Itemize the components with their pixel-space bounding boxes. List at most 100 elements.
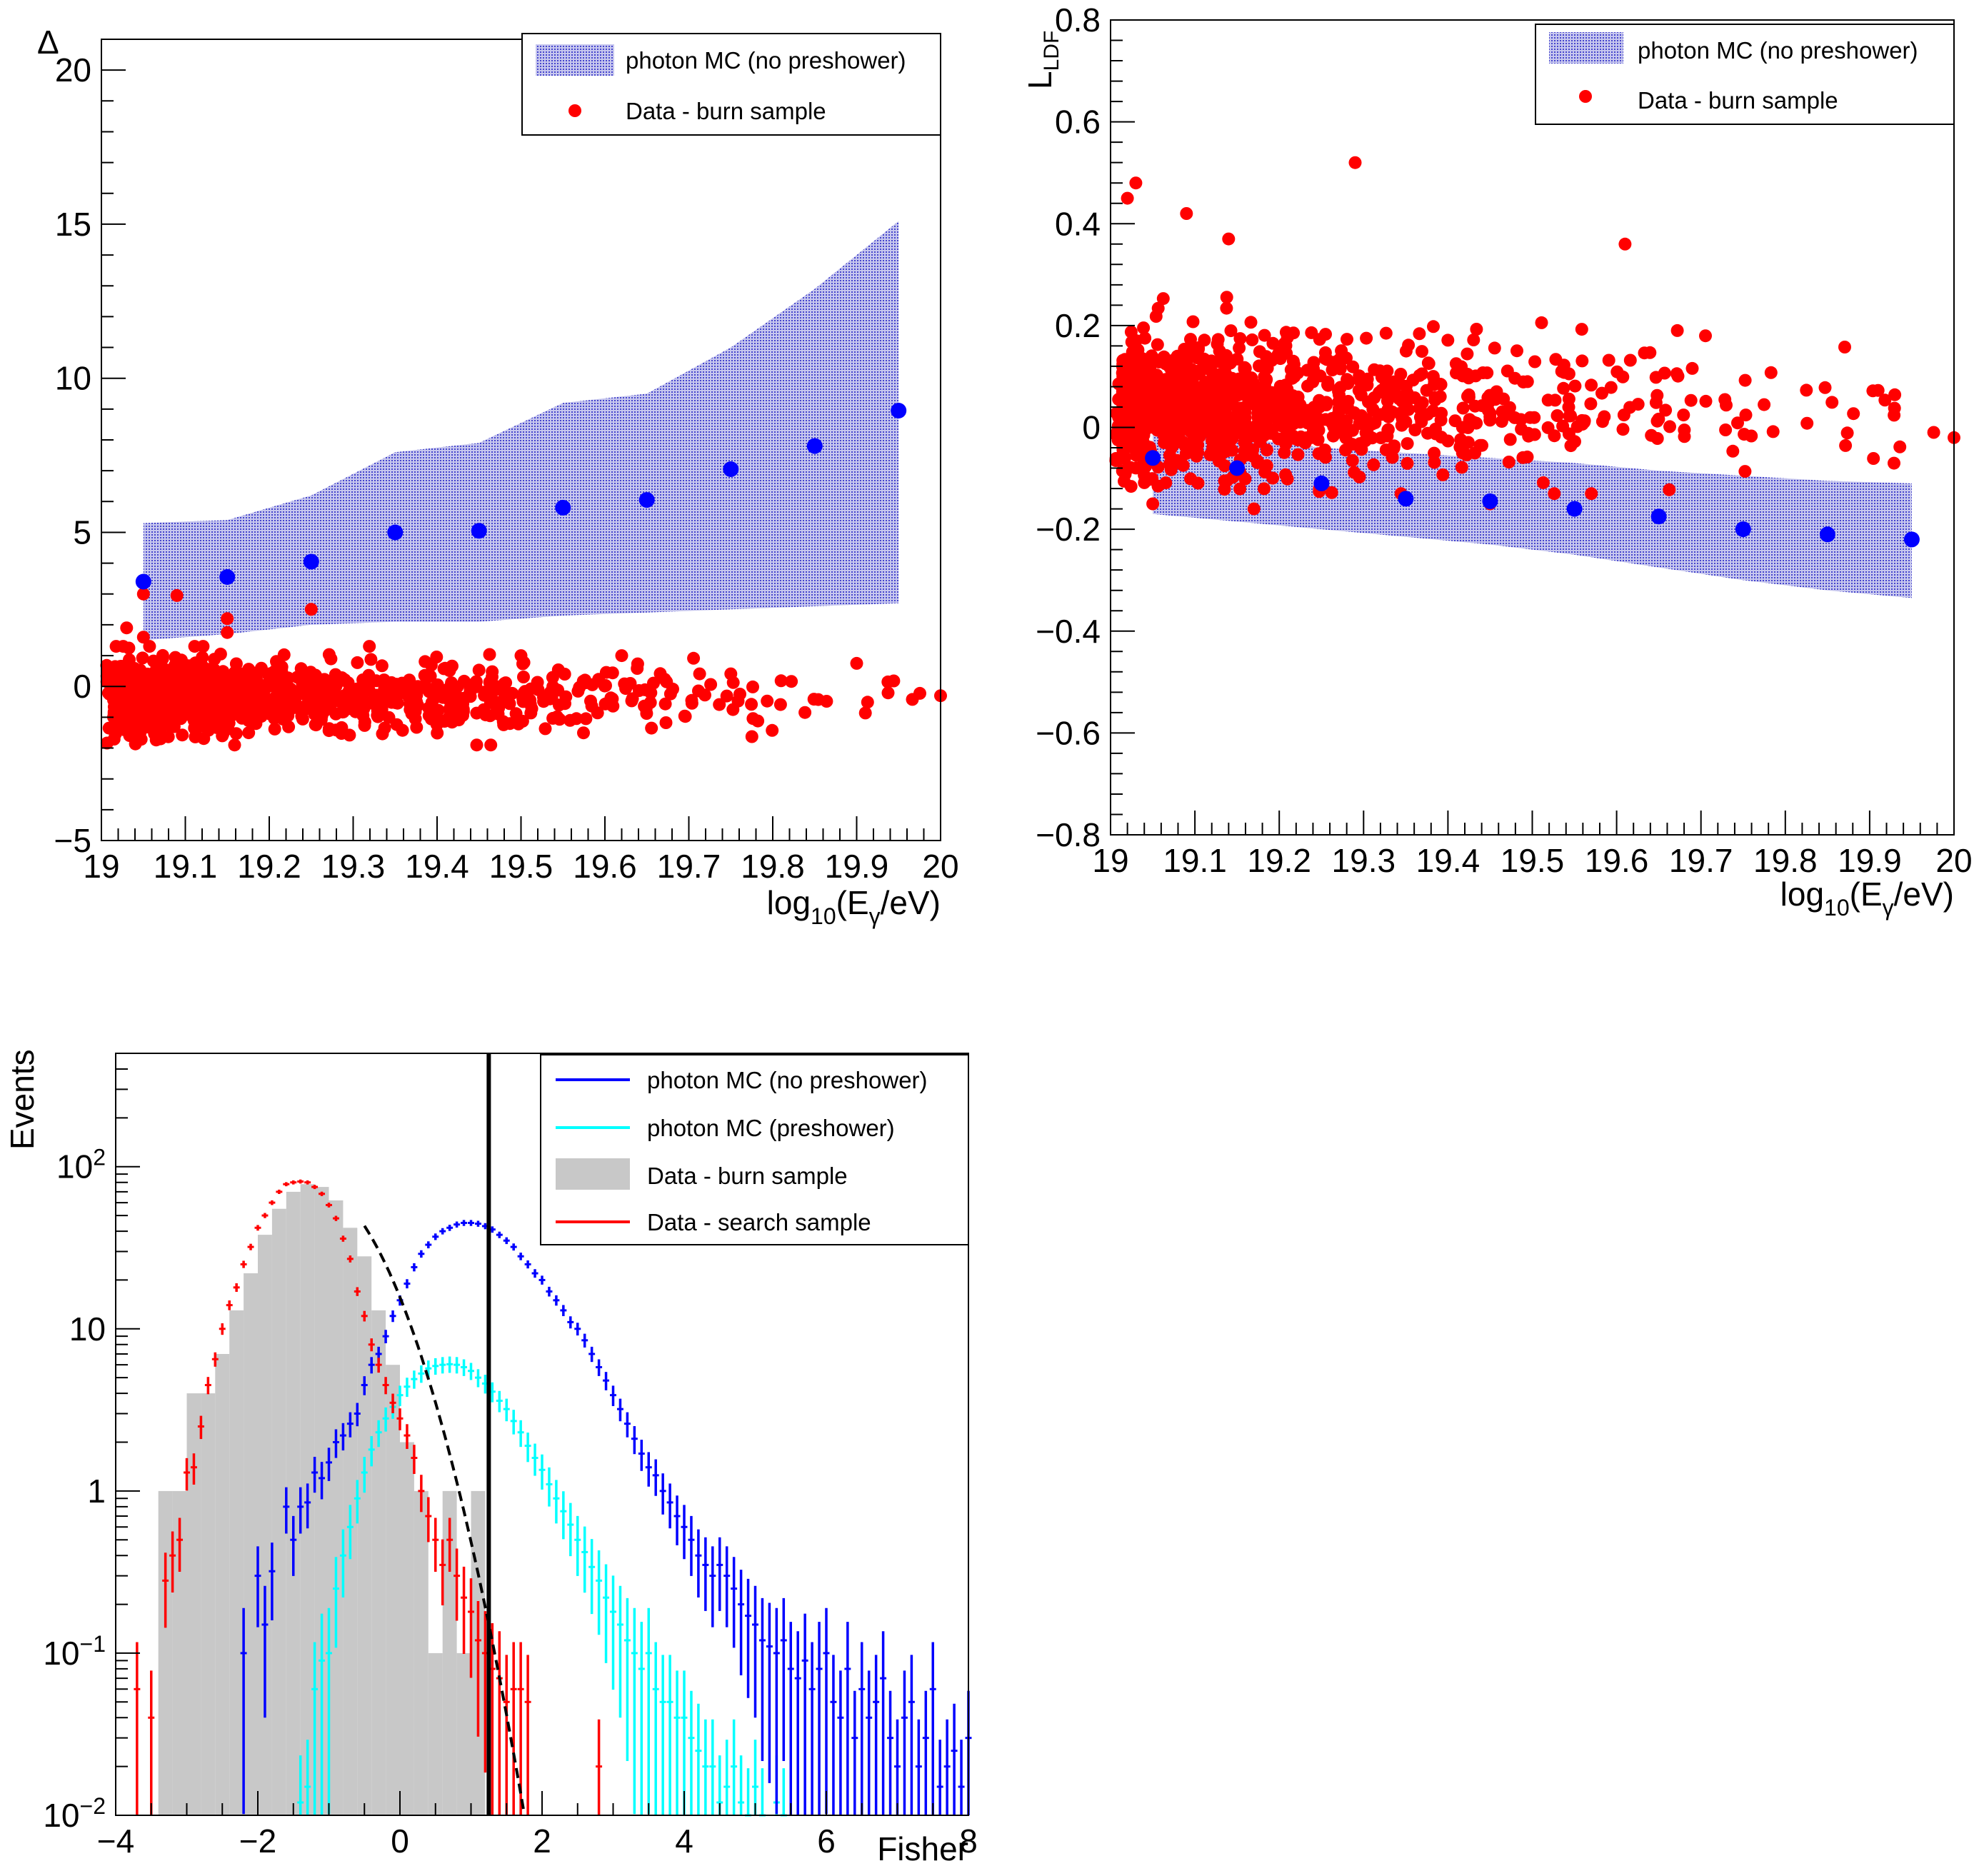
search-sample-point — [389, 1393, 396, 1413]
data-point — [1428, 446, 1441, 460]
burn-histogram-bar — [428, 1652, 443, 1815]
data-point — [1800, 416, 1814, 430]
data-point — [546, 671, 559, 684]
data-point — [1893, 440, 1907, 453]
data-point — [1470, 323, 1483, 336]
data-point — [207, 715, 221, 728]
data-point — [161, 730, 175, 743]
data-point — [284, 688, 297, 702]
mc-no-preshower-point — [745, 1578, 752, 1698]
data-point — [1528, 355, 1542, 368]
data-point — [563, 713, 577, 727]
data-point — [446, 699, 459, 712]
data-point — [1867, 452, 1880, 465]
data-point — [1878, 393, 1892, 407]
data-point — [1288, 409, 1301, 423]
data-point — [1244, 316, 1258, 329]
mc-no-preshower-point — [510, 1243, 517, 1251]
data-point — [456, 693, 470, 706]
data-point — [129, 706, 143, 719]
mc-no-preshower-point — [326, 1448, 332, 1481]
data-point — [1623, 353, 1637, 367]
data-point — [1367, 458, 1381, 471]
mc-no-preshower-point — [652, 1459, 659, 1496]
data-point — [1699, 329, 1712, 343]
p1-mc-band — [143, 221, 899, 641]
search-sample-point — [332, 1215, 339, 1221]
mc-preshower-point — [588, 1539, 596, 1615]
data-point — [746, 712, 760, 726]
data-point — [1213, 373, 1227, 387]
mc-mean-point — [1313, 475, 1330, 491]
mc-preshower-point — [623, 1597, 631, 1761]
data-point — [1408, 391, 1421, 404]
data-point — [861, 696, 874, 709]
mc-no-preshower-point — [731, 1557, 738, 1648]
data-point — [1341, 395, 1355, 408]
data-point — [745, 698, 758, 711]
mc-no-preshower-point — [319, 1462, 326, 1500]
data-point — [1159, 476, 1173, 490]
mc-no-preshower-point — [439, 1228, 446, 1235]
burn-histogram-bar — [386, 1365, 400, 1815]
mc-no-preshower-point — [254, 1546, 261, 1627]
search-sample-point — [432, 1518, 439, 1572]
y-tick-label: 0.6 — [1055, 104, 1101, 141]
burn-histogram-bar — [229, 1310, 244, 1815]
burn-histogram-bar — [400, 1442, 414, 1815]
data-point — [1326, 416, 1338, 430]
delta-axis-ticks: 19 19.1 19.2 19.3 19.4 19.5 19.6 19.7 19.8 19.9 20… — [54, 39, 959, 885]
data-point — [1523, 411, 1537, 424]
data-point — [1638, 346, 1651, 360]
mc-no-preshower-point — [823, 1607, 830, 1815]
data-point — [503, 697, 516, 711]
data-point — [1373, 364, 1387, 378]
mc-preshower-point — [780, 1768, 787, 1817]
data-point — [798, 706, 812, 719]
burn-histogram-bar — [244, 1273, 258, 1815]
data-point — [1238, 361, 1252, 375]
data-point — [1604, 381, 1618, 394]
mc-preshower-point — [709, 1719, 716, 1815]
mc-no-preshower-point — [880, 1631, 887, 1815]
mc-preshower-point — [368, 1435, 375, 1467]
data-point — [1650, 432, 1664, 445]
search-sample-point — [411, 1445, 418, 1475]
delta-mc-mean-layer — [135, 403, 907, 590]
mc-preshower-point — [581, 1526, 588, 1593]
data-point — [1332, 407, 1345, 421]
mc-mean-point — [1398, 491, 1414, 507]
data-point — [1663, 420, 1676, 433]
data-point — [1467, 333, 1481, 346]
data-point — [496, 715, 510, 728]
data-point — [1610, 365, 1624, 378]
mc-no-preshower-point — [461, 1220, 468, 1226]
data-point — [375, 659, 389, 673]
fisher-axis-ticks: −4 −2 0 2 4 6 8 10−2 10−1 1 10 102 — [43, 1053, 978, 1860]
data-point — [1550, 409, 1564, 422]
data-point — [1286, 354, 1300, 368]
mc-no-preshower-point — [332, 1429, 339, 1458]
data-point — [1218, 408, 1231, 422]
data-point — [1871, 383, 1885, 397]
y-tick-label: −5 — [54, 822, 91, 859]
mc-preshower-point — [666, 1655, 673, 1815]
y-tick-label: 102 — [56, 1145, 106, 1185]
data-point — [1379, 443, 1393, 456]
data-point — [1595, 386, 1608, 400]
data-point — [120, 722, 134, 736]
data-point — [1453, 440, 1467, 453]
fisher-search-sample-layer — [134, 1179, 603, 1815]
data-point — [1348, 466, 1361, 479]
mc-no-preshower-point — [623, 1412, 631, 1438]
search-sample-point — [190, 1453, 197, 1485]
data-point — [713, 698, 726, 711]
mc-no-preshower-point — [794, 1631, 801, 1815]
mc-preshower-point — [503, 1398, 510, 1422]
mc-no-preshower-point — [866, 1670, 873, 1815]
mc-no-preshower-point — [610, 1385, 616, 1406]
data-point — [1206, 441, 1220, 454]
data-point — [1258, 482, 1271, 496]
data-point — [371, 710, 385, 723]
data-point — [1109, 452, 1123, 465]
